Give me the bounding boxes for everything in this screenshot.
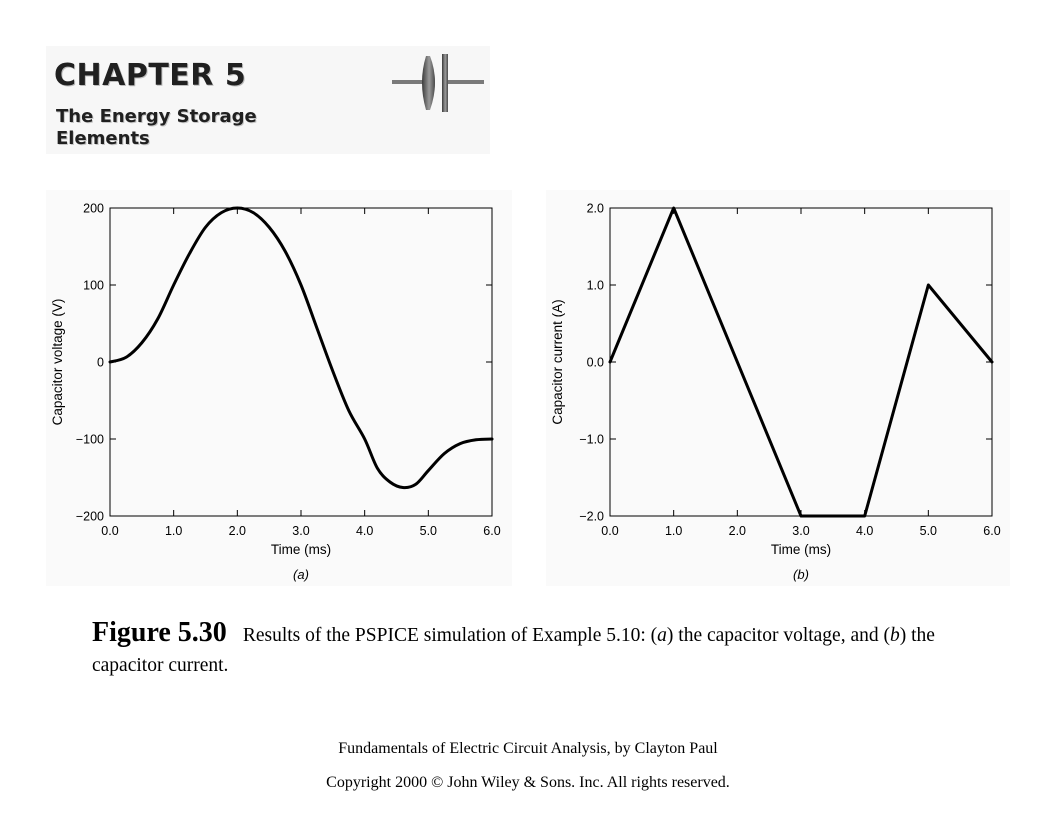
x-tick-label: 2.0 [229, 524, 246, 538]
chart-capacitor-current: 0.0 1.0 2.0 3.0 4.0 5.0 6.0 −2.0 −1.0 0.0 1.0 2.0 Ti… [550, 202, 1001, 583]
y-tick-label: −2.0 [579, 510, 604, 524]
y-tick-label: 2.0 [587, 202, 604, 216]
footer-copyright: Copyright 2000 © John Wiley & Sons. Inc.… [326, 774, 730, 791]
footer-book-title: Fundamentals of Electric Circuit Analysi… [338, 740, 718, 757]
caption-text-prefix: Results of the PSPICE simulation of Exam… [242, 625, 658, 646]
y-tick-label: 200 [83, 202, 104, 216]
plot-frame [609, 207, 993, 517]
panel-label: (b) [793, 567, 809, 582]
x-tick-label: 5.0 [420, 524, 437, 538]
y-tick-label: −200 [76, 510, 104, 524]
x-tick-label: 4.0 [856, 524, 873, 538]
plot-frame [109, 207, 493, 517]
x-tick-label: 3.0 [292, 524, 309, 538]
chapter-banner: CHAPTER 5 The Energy Storage Elements [46, 46, 490, 154]
y-tick-label: −100 [76, 433, 104, 447]
chapter-subtitle: The Energy Storage Elements [56, 106, 336, 150]
figure-label: Figure 5.30 [92, 617, 227, 648]
caption-text-mid: ) the capacitor voltage, and ( [666, 625, 890, 646]
y-tick-label: 0 [97, 356, 104, 370]
y-tick-label: −1.0 [579, 433, 604, 447]
x-tick-label: 6.0 [483, 524, 500, 538]
x-tick-label: 6.0 [983, 524, 1000, 538]
y-axis-label: Capacitor current (A) [550, 299, 565, 424]
figure-caption: Figure 5.30 Results of the PSPICE simulat… [92, 618, 992, 681]
capacitor-logo-icon [392, 54, 484, 112]
series-line [108, 206, 494, 490]
x-axis-label: Time (ms) [771, 542, 831, 557]
x-axis-label: Time (ms) [271, 542, 331, 557]
caption-italic-b: b [889, 625, 900, 646]
panel-label: (a) [293, 567, 309, 582]
chapter-subtitle-line1: The Energy Storage [56, 106, 257, 127]
caption-text-suffix: ) the capacitor current. [92, 625, 935, 676]
x-tick-label: 0.0 [601, 524, 618, 538]
x-tick-label: 5.0 [920, 524, 937, 538]
x-tick-label: 1.0 [665, 524, 682, 538]
series-line [608, 206, 994, 518]
chart-capacitor-voltage: 0.0 1.0 2.0 3.0 4.0 5.0 6.0 −200 −100 0 100 200 Time… [50, 202, 501, 583]
y-axis-label: Capacitor voltage (V) [50, 299, 65, 426]
x-tick-label: 0.0 [101, 524, 118, 538]
x-tick-label: 4.0 [356, 524, 373, 538]
y-tick-label: 100 [83, 279, 104, 293]
y-tick-label: 1.0 [587, 279, 604, 293]
chapter-title: CHAPTER 5 [54, 58, 247, 93]
chapter-subtitle-line2: Elements [56, 128, 150, 149]
x-tick-label: 3.0 [792, 524, 809, 538]
caption-italic-a: a [657, 625, 667, 646]
y-tick-label: 0.0 [587, 356, 604, 370]
x-tick-label: 1.0 [165, 524, 182, 538]
plot-panel-a: 0.0 1.0 2.0 3.0 4.0 5.0 6.0 −200 −100 0 100 200 Time… [46, 190, 512, 586]
x-tick-label: 2.0 [729, 524, 746, 538]
plot-panel-b: 0.0 1.0 2.0 3.0 4.0 5.0 6.0 −2.0 −1.0 0.0 1.0 2.0 Ti… [546, 190, 1010, 586]
